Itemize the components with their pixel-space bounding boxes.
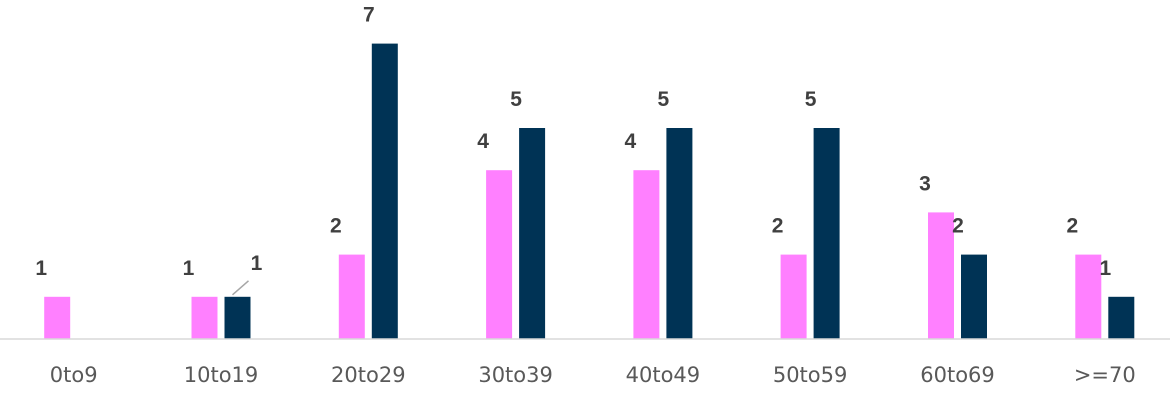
bar-series1-0to9 — [44, 296, 71, 339]
bar-series1-60to69 — [928, 212, 954, 339]
x-tick-labels-layer: 0to9 10to19 20to29 30to39 40to49 50to59 60to69… — [50, 363, 1136, 387]
data-label-series1-60to69: 3 — [919, 172, 931, 195]
data-label-series2-30to39: 5 — [510, 88, 522, 111]
bar-series1-20to29 — [338, 254, 365, 339]
leader-line-series2-10to19 — [232, 280, 249, 296]
data-label-series1-20to29: 2 — [330, 215, 342, 238]
x-tick-label-70: >=70 — [1074, 363, 1136, 387]
bar-series2-60to69 — [961, 254, 987, 339]
bar-series2-20to29 — [371, 43, 398, 339]
data-label-series2-70: 1 — [1099, 257, 1111, 280]
bar-series2-70 — [1108, 296, 1135, 339]
bar-series2-50to59 — [813, 128, 840, 339]
bar-series1-30to39 — [486, 170, 513, 339]
data-label-series1-30to39: 4 — [477, 130, 489, 153]
bar-series1-10to19 — [191, 296, 218, 339]
x-tick-label-30to39: 30to39 — [478, 363, 553, 387]
data-label-series1-70: 2 — [1066, 215, 1078, 238]
data-label-series2-20to29: 7 — [363, 4, 375, 27]
data-label-series1-40to49: 4 — [625, 130, 637, 153]
bar-series1-70 — [1075, 254, 1102, 339]
data-label-series2-40to49: 5 — [658, 88, 670, 111]
x-tick-label-60to69: 60to69 — [920, 363, 995, 387]
data-label-series1-50to59: 2 — [772, 215, 784, 238]
data-label-series2-10to19: 1 — [251, 252, 263, 275]
bar-series1-40to49 — [633, 170, 660, 339]
bars-layer — [44, 43, 1135, 339]
bar-series2-10to19 — [224, 296, 251, 339]
x-tick-label-50to59: 50to59 — [773, 363, 848, 387]
x-tick-label-10to19: 10to19 — [184, 363, 259, 387]
bar-series2-40to49 — [666, 128, 693, 339]
x-tick-label-20to29: 20to29 — [331, 363, 406, 387]
x-tick-label-0to9: 0to9 — [50, 363, 98, 387]
bar-series2-30to39 — [519, 128, 546, 339]
leader-lines-layer — [232, 280, 249, 296]
data-label-series2-50to59: 5 — [805, 88, 817, 111]
x-tick-label-40to49: 40to49 — [626, 363, 701, 387]
bar-series1-50to59 — [780, 254, 807, 339]
data-label-series1-10to19: 1 — [183, 257, 195, 280]
data-label-series1-0to9: 1 — [35, 257, 47, 280]
data-label-series2-60to69: 2 — [952, 215, 964, 238]
